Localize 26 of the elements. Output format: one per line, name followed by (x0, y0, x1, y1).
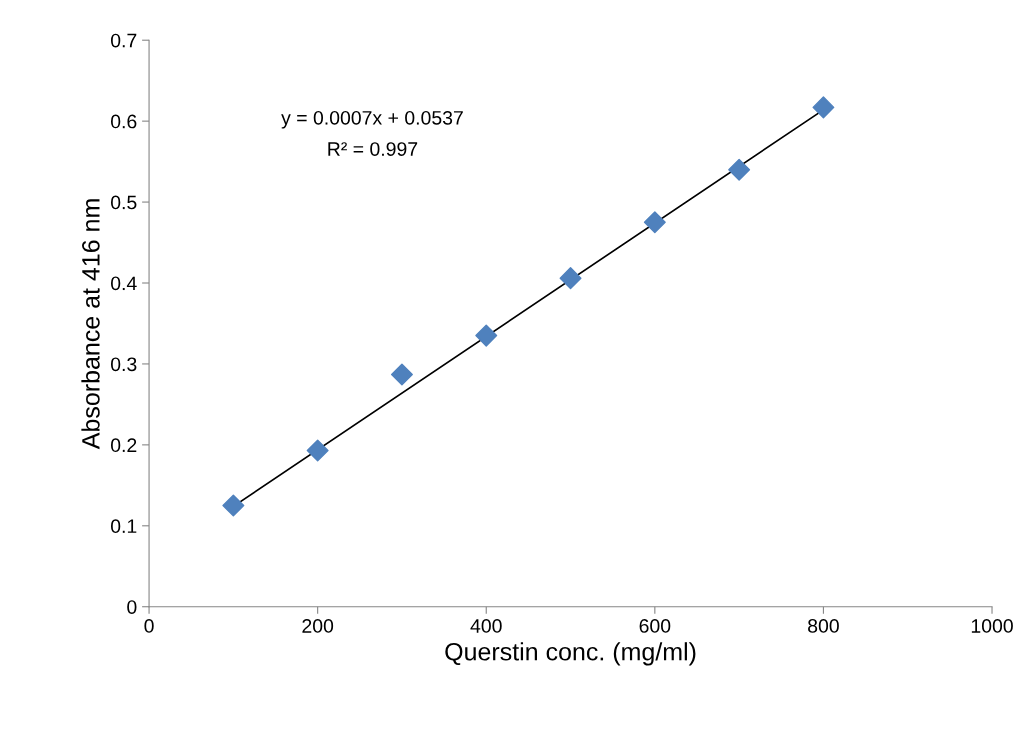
y-tick-label: 0.3 (110, 357, 137, 372)
point (812, 96, 835, 119)
annotation: y = 0.0007x + 0.0537 (281, 110, 463, 129)
point (306, 439, 329, 462)
annotation: R² = 0.997 (328, 142, 418, 156)
y-tick-label: 0 (127, 600, 137, 614)
y-tick-label: 0.1 (110, 519, 137, 534)
y-tick-label: 0.6 (110, 114, 137, 129)
x-tick-label: 0 (144, 619, 154, 633)
x-tick-label: 400 (470, 619, 502, 633)
y-tick-label: 0.5 (110, 195, 137, 210)
x-tick-label: 800 (808, 619, 839, 633)
point (728, 158, 751, 181)
y-axis-title: Absorbance at 416 nm (81, 199, 100, 450)
point (390, 363, 413, 386)
y-tick-label: 0.2 (110, 438, 137, 453)
point (475, 324, 498, 347)
point (222, 494, 245, 517)
point (643, 211, 666, 234)
y-tick-label: 0.4 (110, 276, 137, 291)
point (559, 267, 582, 290)
x-tick-label: 200 (302, 619, 334, 633)
x-axis-title: Querstin conc. (mg/ml) (445, 642, 696, 666)
y-tick-label: 0.7 (110, 33, 137, 48)
x-tick-label: 1000 (971, 619, 1013, 633)
x-tick-label: 600 (639, 619, 671, 633)
